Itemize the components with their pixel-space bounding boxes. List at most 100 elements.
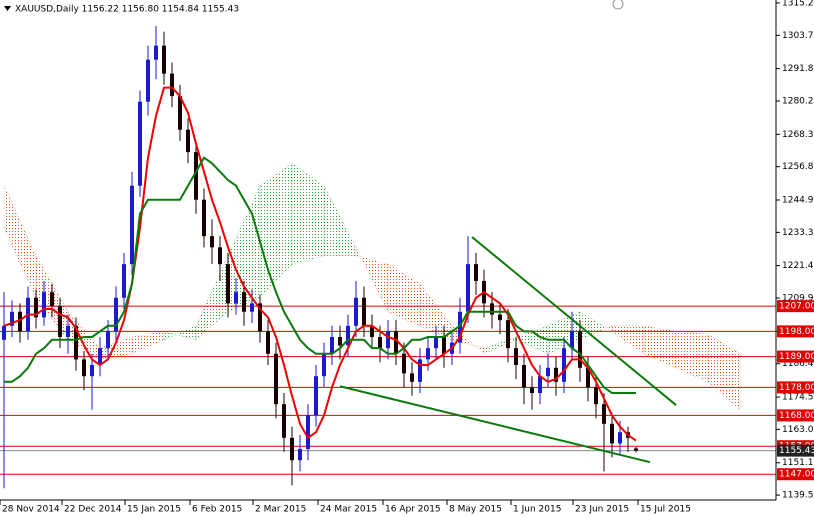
cloud-segment	[387, 263, 421, 327]
corner-icon	[612, 0, 624, 10]
candle-body	[2, 325, 6, 340]
y-tick-label: 1291.80	[782, 64, 814, 74]
candle-body	[290, 437, 294, 461]
candle-body	[530, 387, 534, 393]
x-tick-label: 16 Apr 2015	[385, 505, 441, 515]
candle-body	[282, 404, 286, 438]
cloud-segment	[259, 162, 293, 299]
level-label-box	[777, 381, 814, 394]
candle-body	[106, 331, 110, 349]
candle-body	[202, 199, 206, 237]
y-tick-label: 1233.35	[782, 228, 814, 238]
cloud-segment	[707, 333, 741, 411]
menu-arrow[interactable]	[4, 6, 11, 11]
candle-body	[562, 348, 566, 382]
candle-body	[146, 59, 150, 102]
candle-body	[370, 325, 374, 337]
level-label: 1178.00	[779, 383, 814, 393]
candle-body	[154, 45, 158, 60]
candle-body	[498, 314, 502, 321]
candle-body	[210, 236, 214, 248]
trendline	[339, 385, 651, 464]
x-tick-label: 15 Jul 2015	[640, 505, 691, 515]
y-tick-label: 1139.55	[782, 491, 814, 501]
cloud-segment	[3, 185, 37, 298]
candle-body	[330, 336, 334, 354]
candle-body	[490, 303, 494, 315]
candle-body	[34, 297, 38, 318]
current-price-box	[777, 444, 814, 457]
candle-body	[162, 45, 166, 74]
x-tick-label: 15 Jan 2015	[127, 505, 181, 515]
candle-body	[578, 331, 582, 368]
candle-body	[114, 297, 118, 332]
candle-body	[394, 331, 398, 354]
current-price-label: 1155.43	[779, 446, 814, 456]
candle-body	[634, 448, 638, 451]
level-label-box	[777, 409, 814, 422]
trendline	[471, 236, 677, 406]
candle-body	[122, 264, 126, 298]
cloud-segment	[291, 162, 325, 265]
y-tick-label: 1221.45	[782, 261, 814, 271]
level-label: 1189.00	[779, 352, 814, 362]
candle-body	[74, 325, 78, 360]
candle-body	[602, 404, 606, 424]
candle-body	[618, 432, 622, 444]
candle-body	[402, 353, 406, 374]
level-label: 1207.00	[779, 302, 814, 312]
candle-body	[42, 292, 46, 318]
x-tick-label: 1 Jun 2015	[513, 505, 561, 515]
plot-layer	[0, 26, 776, 489]
x-tick-label: 28 Nov 2014	[2, 505, 60, 515]
candle-body	[90, 364, 94, 377]
cloud-segment	[611, 325, 645, 355]
candle-body	[506, 320, 510, 349]
candle-body	[194, 152, 198, 200]
candle-body	[58, 306, 62, 337]
candle-body	[538, 376, 542, 393]
y-tick-label: 1268.35	[782, 130, 814, 140]
y-tick-label: 1209.90	[782, 294, 814, 304]
candle-body	[514, 348, 518, 365]
candle-body	[362, 297, 366, 326]
candle-body	[258, 303, 262, 332]
candle-body	[170, 73, 174, 97]
candle-body	[234, 292, 238, 304]
candle-body	[218, 247, 222, 265]
candle-body	[274, 353, 278, 405]
candle-body	[546, 367, 550, 377]
y-tick-label: 1280.25	[782, 96, 814, 106]
chart-title: XAUUSD,Daily 1156.22 1156.80 1154.84 115…	[15, 5, 239, 15]
indicator-line	[4, 156, 636, 394]
x-tick-label: 2 Mar 2015	[255, 505, 306, 515]
y-tick-label: 1256.80	[782, 162, 814, 172]
candle-body	[186, 129, 190, 153]
y-tick-label: 1186.45	[782, 359, 814, 369]
candle-body	[410, 373, 414, 382]
candle-body	[314, 376, 318, 416]
cloud-segment	[355, 247, 389, 312]
y-tick-label: 1244.90	[782, 196, 814, 206]
y-tick-label: 1303.70	[782, 31, 814, 41]
candle-body	[522, 364, 526, 388]
level-label-box	[777, 350, 814, 363]
candle-body	[610, 423, 614, 444]
indicator-line	[3, 86, 637, 442]
level-label-box	[777, 325, 814, 338]
candle-body	[458, 311, 462, 343]
candle-body	[594, 387, 598, 405]
y-tick-label: 1163.00	[782, 425, 814, 435]
candle-body	[442, 336, 446, 354]
candle-body	[418, 359, 422, 382]
candle-body	[226, 264, 230, 304]
level-label-box	[777, 300, 814, 313]
candle-body	[50, 292, 54, 307]
candle-body	[18, 311, 22, 332]
cloud-segment	[131, 331, 165, 355]
candle-body	[82, 359, 86, 377]
y-tick-label: 1151.10	[782, 458, 814, 468]
